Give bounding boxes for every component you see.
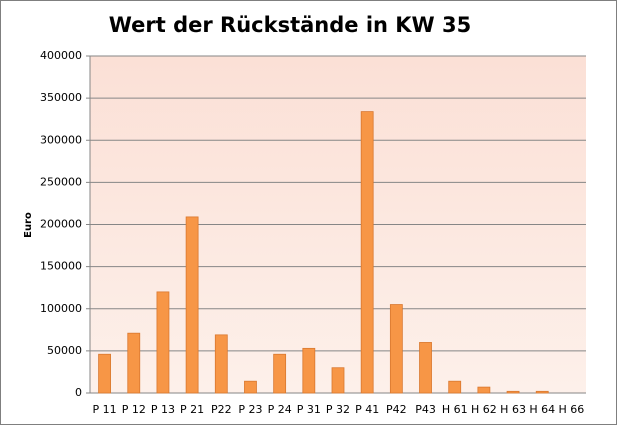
bar xyxy=(448,380,462,394)
x-tick-label: P 13 xyxy=(151,403,175,416)
x-tick-label: H 61 xyxy=(442,403,468,416)
x-tick-label: P 12 xyxy=(122,403,146,416)
bar xyxy=(389,304,403,394)
x-tick-label: P42 xyxy=(386,403,407,416)
x-tick-label: P 41 xyxy=(355,403,379,416)
x-tick-label: P 32 xyxy=(326,403,350,416)
y-tick-label: 200000 xyxy=(40,218,82,231)
x-tick-label: P 21 xyxy=(180,403,204,416)
bar xyxy=(156,291,170,394)
x-tick-label: P43 xyxy=(415,403,436,416)
x-tick-label: H 63 xyxy=(500,403,526,416)
bar xyxy=(331,367,345,394)
bar xyxy=(98,353,111,394)
bar xyxy=(535,390,549,394)
y-tick-label: 100000 xyxy=(40,302,82,315)
x-tick-label: P 31 xyxy=(297,403,321,416)
bar xyxy=(302,347,316,394)
bar xyxy=(273,353,287,394)
bar xyxy=(214,334,228,394)
x-tick-label: P 11 xyxy=(93,403,117,416)
y-tick-label: 350000 xyxy=(40,91,82,104)
y-tick-label: 150000 xyxy=(40,260,82,273)
bar xyxy=(244,380,257,394)
y-tick-label: 300000 xyxy=(40,133,82,146)
x-tick-label: H 62 xyxy=(471,403,497,416)
y-tick-label: 50000 xyxy=(47,344,82,357)
bar xyxy=(419,342,432,394)
x-tick-label: H 64 xyxy=(529,403,555,416)
x-tick-label: P 23 xyxy=(238,403,262,416)
y-tick-label: 400000 xyxy=(40,49,82,62)
x-tick-label: P 24 xyxy=(268,403,292,416)
y-tick-label: 0 xyxy=(75,386,82,399)
bar xyxy=(506,390,520,394)
bar xyxy=(477,386,491,394)
chart-title: Wert der Rückstände in KW 35 xyxy=(109,13,472,37)
bar xyxy=(360,111,374,394)
x-tick-label: P22 xyxy=(211,403,232,416)
y-axis-label: Euro xyxy=(23,212,34,238)
bar xyxy=(185,216,199,394)
bar xyxy=(127,332,141,394)
y-tick-label: 250000 xyxy=(40,175,82,188)
x-tick-label: H 66 xyxy=(559,403,585,416)
